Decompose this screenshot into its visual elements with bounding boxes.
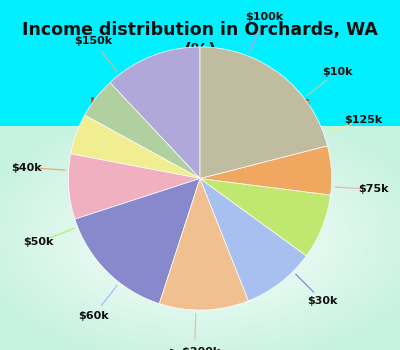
Wedge shape — [85, 83, 200, 178]
Wedge shape — [200, 146, 332, 195]
Text: $60k: $60k — [78, 311, 109, 321]
Text: $100k: $100k — [245, 12, 283, 22]
Text: > $200k: > $200k — [169, 347, 220, 350]
Wedge shape — [110, 47, 200, 178]
Text: $125k: $125k — [344, 115, 382, 125]
Text: $50k: $50k — [23, 237, 54, 247]
Wedge shape — [68, 154, 200, 219]
Wedge shape — [200, 47, 328, 178]
Text: Hispanic or Latino residents: Hispanic or Latino residents — [90, 96, 310, 110]
Text: $75k: $75k — [358, 184, 389, 194]
Text: $150k: $150k — [74, 36, 112, 46]
Text: $40k: $40k — [11, 163, 42, 173]
Wedge shape — [71, 115, 200, 178]
Wedge shape — [75, 178, 200, 304]
Text: City-Data.com: City-Data.com — [253, 148, 323, 158]
Text: Income distribution in Orchards, WA
(%): Income distribution in Orchards, WA (%) — [22, 21, 378, 60]
Wedge shape — [200, 178, 330, 256]
Text: $10k: $10k — [322, 67, 352, 77]
Text: $30k: $30k — [308, 296, 338, 306]
Wedge shape — [159, 178, 248, 310]
Wedge shape — [200, 178, 306, 301]
